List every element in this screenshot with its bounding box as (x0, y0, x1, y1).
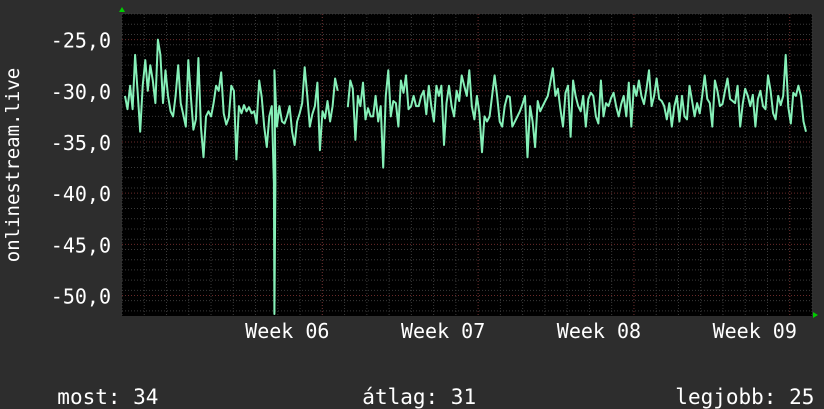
y-axis-label: onlinestream.live (2, 68, 24, 262)
x-axis-arrow-icon (813, 312, 818, 318)
axis-arrows (119, 7, 818, 318)
y-tick-label: -45,0 (51, 233, 111, 257)
x-tick-labels: Week 06 Week 07 Week 08 Week 09 (245, 319, 797, 343)
plot-area (122, 14, 812, 316)
y-tick-label: -40,0 (51, 182, 111, 206)
y-tick-label: -35,0 (51, 131, 111, 155)
x-tick-label: Week 07 (401, 319, 485, 343)
y-tick-label: -30,0 (51, 80, 111, 104)
x-tick-label: Week 09 (713, 319, 797, 343)
stat-average-text: átlag: 31 (362, 385, 477, 409)
y-tick-label: -25,0 (51, 29, 111, 53)
y-tick-labels: -25,0 -30,0 -35,0 -40,0 -45,0 -50,0 (51, 29, 111, 309)
x-tick-label: Week 08 (557, 319, 641, 343)
y-axis-arrow-icon (119, 7, 125, 12)
x-tick-label: Week 06 (245, 319, 329, 343)
stat-best-text: legjobb: 25 (675, 385, 815, 409)
series-line (124, 38, 807, 315)
y-tick-label: -50,0 (51, 285, 111, 309)
series-line-segment-2 (346, 53, 807, 169)
series-line-segment-1 (124, 38, 339, 315)
stat-current-text: most: 34 (57, 385, 159, 409)
